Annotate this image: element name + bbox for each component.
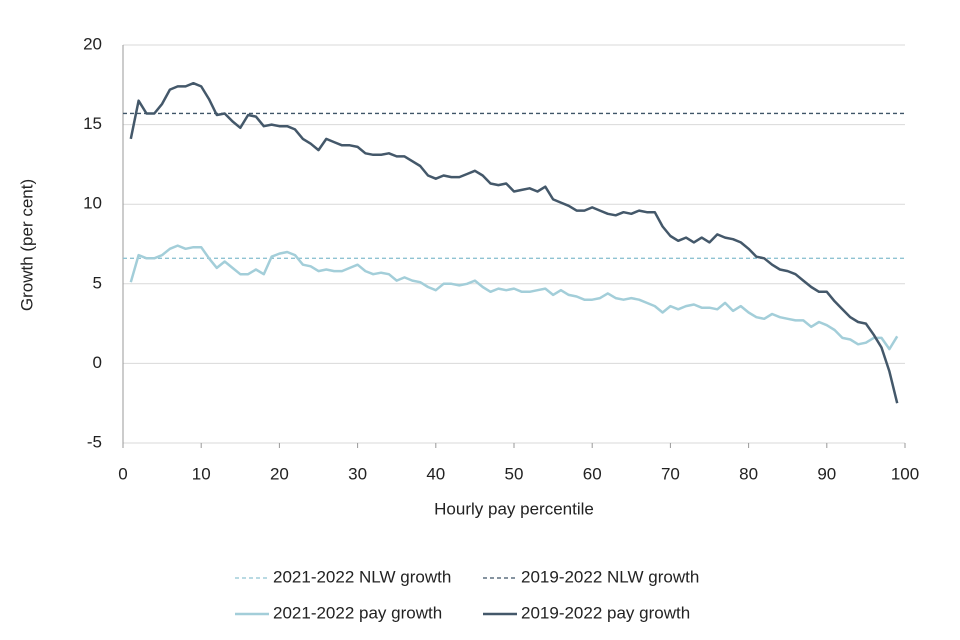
y-tick-label: 0 <box>93 353 102 372</box>
line-series <box>129 244 899 351</box>
y-tick-label: 20 <box>83 34 102 53</box>
y-tick-label: 15 <box>83 114 102 133</box>
y-axis-label: Growth (per cent) <box>17 179 36 311</box>
x-axis-label: Hourly pay percentile <box>434 499 594 518</box>
y-tick-label: 10 <box>83 194 102 213</box>
x-tick-label: 70 <box>661 464 680 483</box>
x-tick-label: 40 <box>426 464 445 483</box>
x-tick-label: 50 <box>505 464 524 483</box>
x-tick-label: 20 <box>270 464 289 483</box>
x-tick-label: 30 <box>348 464 367 483</box>
y-tick-label: 5 <box>93 273 102 292</box>
x-tick-label: 0 <box>118 464 127 483</box>
x-tick-label: 80 <box>739 464 758 483</box>
x-tick-label: 10 <box>192 464 211 483</box>
legend-label: 2021-2022 NLW growth <box>273 567 451 586</box>
legend-label: 2019-2022 pay growth <box>521 603 690 622</box>
legend-label: 2021-2022 pay growth <box>273 603 442 622</box>
x-tick-label: 90 <box>817 464 836 483</box>
x-tick-label: 100 <box>891 464 919 483</box>
line-series <box>129 81 899 404</box>
y-tick-label: -5 <box>87 432 102 451</box>
legend-label: 2019-2022 NLW growth <box>521 567 699 586</box>
x-tick-label: 60 <box>583 464 602 483</box>
